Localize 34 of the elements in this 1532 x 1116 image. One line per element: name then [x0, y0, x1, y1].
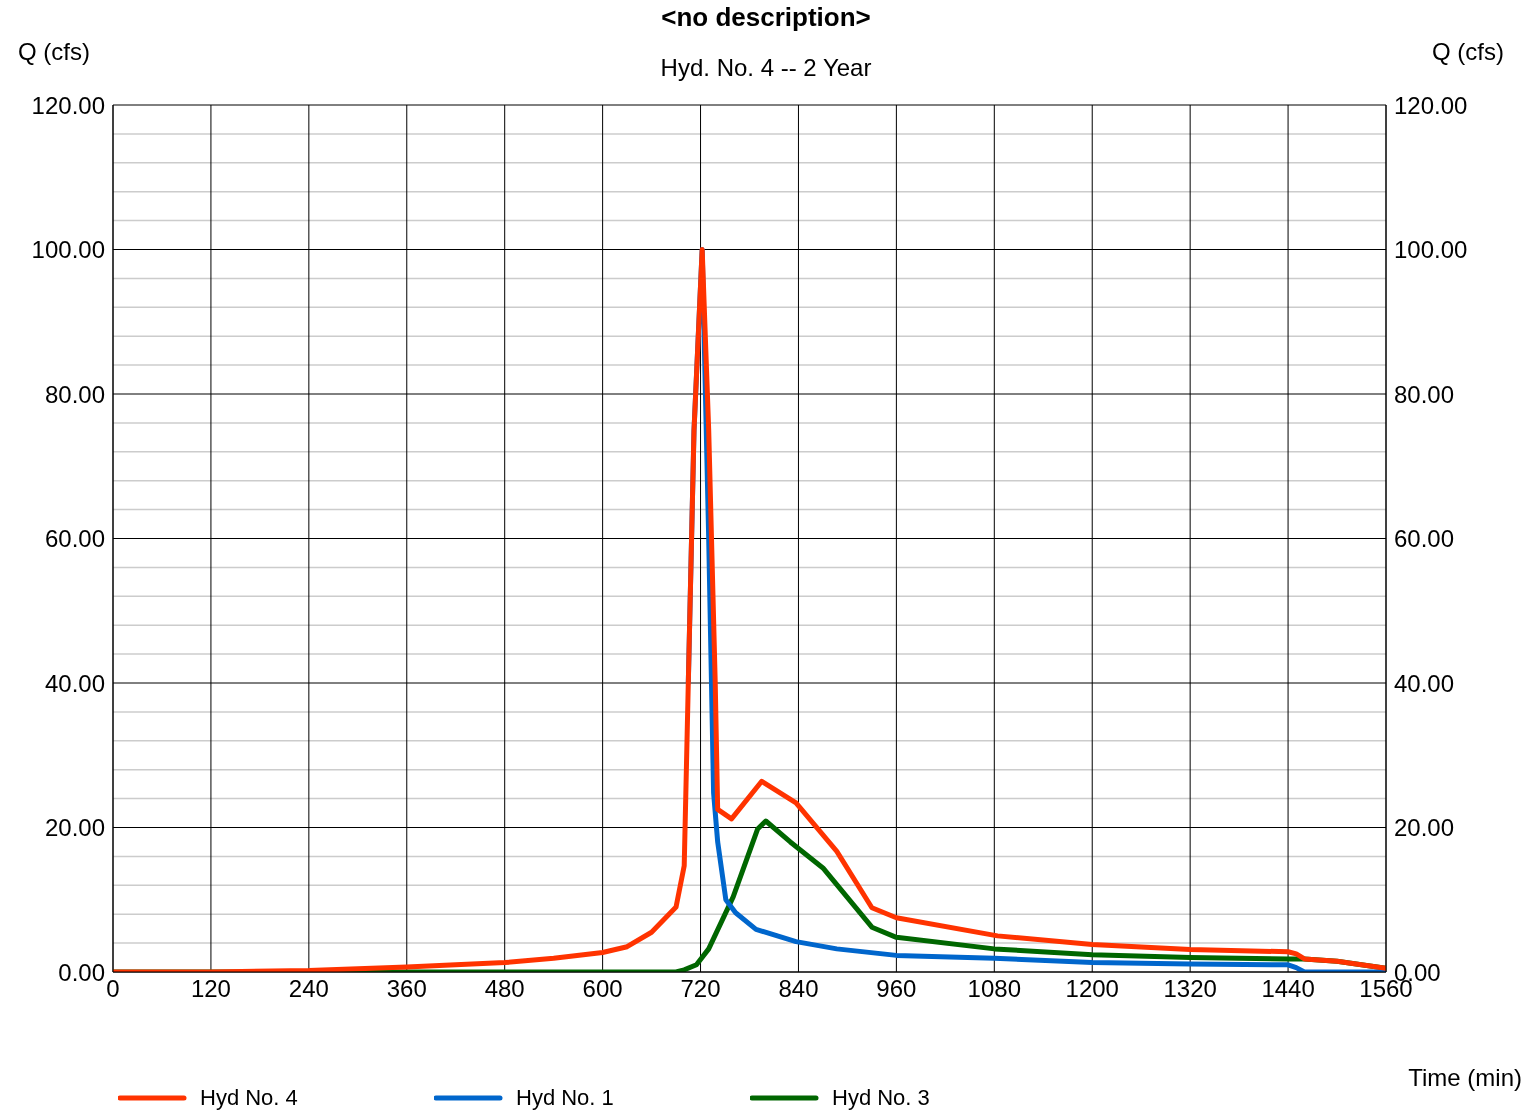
y2-tick-label: 120.00 [1394, 91, 1468, 119]
x-tick-label: 0 [106, 975, 120, 1003]
x-tick-label: 120 [190, 975, 231, 1003]
y-axis-title: Q (cfs) [18, 38, 90, 66]
x-tick-label: 360 [386, 975, 427, 1003]
x-tick-label: 1440 [1261, 975, 1315, 1003]
y2-tick-label: 80.00 [1394, 380, 1455, 408]
x-tick-label: 240 [288, 975, 329, 1003]
y-tick-label: 80.00 [44, 380, 105, 408]
chart-title: <no description> [660, 2, 872, 33]
x-tick-label: 1200 [1065, 975, 1119, 1003]
y-tick-label: 60.00 [44, 525, 105, 553]
y-tick-label: 0.00 [58, 958, 105, 986]
y2-tick-label: 60.00 [1394, 525, 1455, 553]
x-tick-label: 720 [680, 975, 721, 1003]
x-tick-label: 1080 [967, 975, 1021, 1003]
x-axis-title: Time (min) [1408, 1064, 1522, 1092]
y2-tick-label: 40.00 [1394, 669, 1455, 697]
y2-tick-label: 100.00 [1394, 236, 1468, 264]
y-tick-label: 40.00 [44, 669, 105, 697]
x-tick-label: 960 [876, 975, 917, 1003]
x-tick-label: 840 [778, 975, 819, 1003]
y2-axis-title: Q (cfs) [1432, 38, 1504, 66]
legend-label: Hyd No. 4 [200, 1084, 298, 1112]
x-tick-label: 600 [582, 975, 623, 1003]
y-tick-label: 100.00 [31, 236, 105, 264]
chart-subtitle: Hyd. No. 4 -- 2 Year [660, 54, 872, 81]
legend-label: Hyd No. 3 [832, 1084, 930, 1112]
x-tick-label: 480 [484, 975, 525, 1003]
x-tick-label: 1320 [1163, 975, 1217, 1003]
legend-label: Hyd No. 1 [516, 1084, 614, 1112]
y-tick-label: 120.00 [31, 91, 105, 119]
y2-tick-label: 20.00 [1394, 814, 1455, 842]
y-tick-label: 20.00 [44, 814, 105, 842]
